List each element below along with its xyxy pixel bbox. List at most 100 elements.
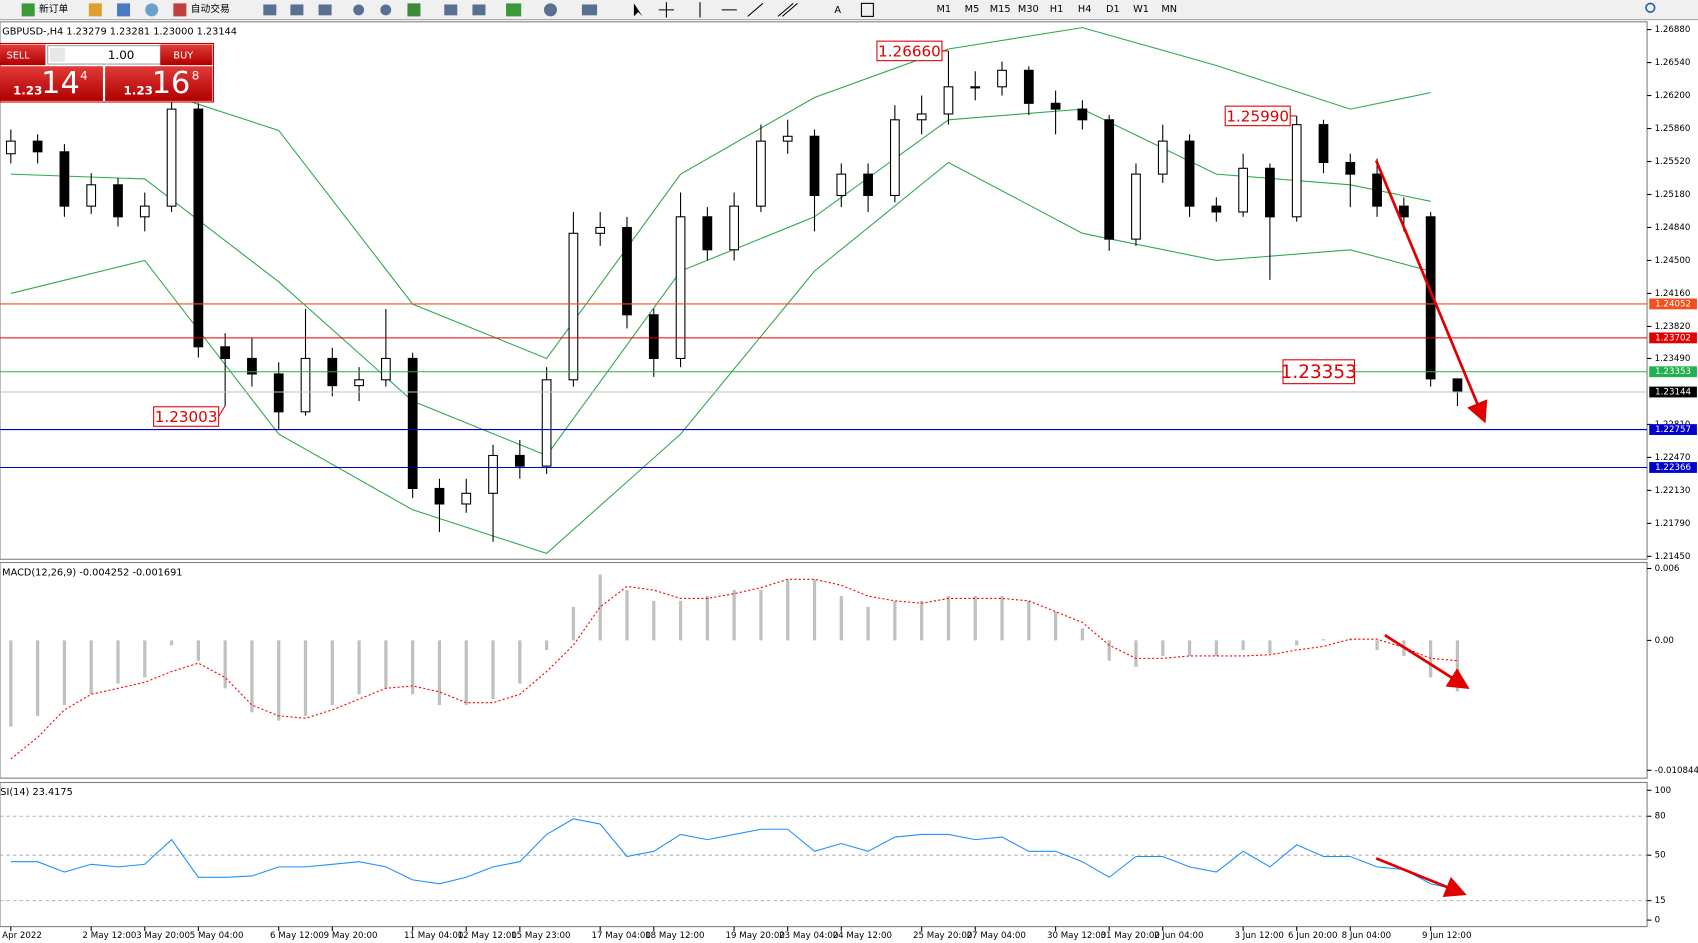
candle-body: [300, 357, 311, 413]
timeframe-button[interactable]: D1: [1106, 4, 1120, 15]
search-icon[interactable]: [1645, 2, 1656, 13]
price-panel: [0, 21, 1648, 560]
icon[interactable]: [290, 4, 304, 16]
x-tick-label: 8 Jun 04:00: [1342, 931, 1391, 941]
histogram-bar: [1027, 600, 1031, 641]
level-callout: [1282, 359, 1356, 385]
y-tick-label: 100: [1655, 786, 1672, 796]
y-tick-label: 1.23820: [1655, 322, 1691, 332]
icon[interactable]: [699, 2, 798, 18]
histogram-bar: [598, 574, 602, 641]
icon[interactable]: [581, 4, 598, 16]
buy-button[interactable]: [160, 44, 213, 66]
timeframe-button[interactable]: H1: [1050, 4, 1064, 15]
icon[interactable]: [407, 3, 421, 17]
timeframe-button[interactable]: M1: [937, 4, 952, 15]
auto-trade-icon[interactable]: [173, 3, 187, 17]
timeframe-button[interactable]: W1: [1133, 4, 1149, 15]
icon[interactable]: [506, 3, 522, 17]
timeframe-button[interactable]: M15: [990, 4, 1011, 15]
candle-body: [514, 454, 525, 467]
histogram-bar: [705, 596, 709, 641]
new-order-icon[interactable]: [21, 3, 35, 17]
candle-body: [1291, 124, 1302, 218]
plots: GBPUSD-,H4 1.23279 1.23281 1.23000 1.231…: [0, 25, 1698, 941]
candle-body: [702, 216, 713, 251]
histogram-bar: [330, 640, 334, 706]
candle-body: [193, 108, 204, 348]
timeframe-button[interactable]: M5: [965, 4, 980, 15]
x-tick-label: 30 May 12:00: [1047, 931, 1106, 941]
level-tag: [1649, 298, 1697, 310]
text-tool[interactable]: A: [834, 5, 841, 16]
candle-body: [1050, 102, 1061, 110]
timeframe-button[interactable]: MN: [1161, 4, 1177, 15]
icon[interactable]: [543, 3, 557, 17]
macd-panel: [0, 561, 1648, 779]
x-tick-label: 15 May 23:00: [511, 931, 570, 941]
sell-price-box[interactable]: [0, 66, 103, 101]
histogram-bar: [812, 579, 817, 641]
candle-body: [541, 379, 552, 467]
histogram-bar: [1375, 640, 1379, 650]
icon[interactable]: [472, 4, 486, 16]
icon[interactable]: [658, 2, 674, 18]
candle-body: [1211, 205, 1222, 213]
x-tick-label: 19 May 20:00: [725, 931, 784, 941]
lots-value[interactable]: 1.00: [108, 48, 135, 62]
candle-body: [354, 379, 364, 387]
buy-price-box[interactable]: [105, 66, 213, 101]
y-tick-label: 1.26540: [1655, 58, 1691, 68]
candle-body: [1452, 378, 1463, 393]
buy-price-pips: 16: [152, 66, 191, 101]
y-tick-label: 1.24840: [1655, 223, 1691, 233]
x-tick-label: 9 May 20:00: [324, 931, 378, 941]
timeframe-button[interactable]: H4: [1078, 4, 1092, 15]
candle-body: [1238, 167, 1249, 213]
histogram-bar: [1000, 596, 1004, 641]
icon[interactable]: [860, 2, 874, 17]
y-tick-label: 15: [1655, 896, 1666, 906]
rsi-arrow: [1375, 857, 1467, 897]
candle-body: [247, 357, 257, 375]
icon[interactable]: [263, 4, 277, 16]
annotation-label: 1.26660: [878, 42, 941, 60]
sell-button[interactable]: [0, 44, 46, 66]
x-tick-label: 6 May 12:00: [270, 931, 324, 941]
histogram-bar: [1348, 639, 1352, 641]
new-order-button[interactable]: 新订单: [39, 2, 68, 15]
candle-body: [809, 135, 820, 197]
annotation-box: [1224, 105, 1291, 127]
x-tick-label: 27 May 04:00: [967, 931, 1026, 941]
timeframe-button[interactable]: M30: [1018, 4, 1039, 15]
candle-body: [622, 226, 632, 316]
y-tick-label: 1.25520: [1655, 157, 1691, 167]
icon[interactable]: [353, 4, 365, 16]
sell-label[interactable]: SELL: [7, 50, 31, 61]
candle-body: [461, 492, 472, 505]
annotation-leader: [218, 405, 226, 417]
lots-spinner[interactable]: [49, 47, 66, 62]
icon[interactable]: [318, 4, 332, 16]
histogram-bar: [35, 640, 40, 716]
timeframes: M1 M5 M15 M30 H1 H4 D1 W1 MN: [937, 4, 1178, 15]
buy-label[interactable]: BUY: [173, 50, 193, 61]
histogram-bar: [1053, 611, 1058, 641]
y-tick-label: 1.25860: [1655, 124, 1691, 134]
level-tag-label: 1.24052: [1655, 299, 1691, 309]
icon[interactable]: [88, 3, 102, 17]
candle-body: [997, 69, 1007, 88]
candle-body: [1104, 119, 1115, 240]
candle-body: [1023, 69, 1034, 104]
sell-price-pips: 14: [41, 66, 80, 101]
candle-body: [273, 373, 284, 413]
y-tick-label: 50: [1655, 851, 1666, 861]
icon[interactable]: [117, 3, 131, 17]
icon[interactable]: [380, 4, 392, 16]
auto-trade-button[interactable]: 自动交易: [191, 2, 230, 15]
icon[interactable]: [145, 3, 159, 17]
histogram-bar: [1295, 640, 1299, 646]
icon[interactable]: [444, 4, 458, 16]
x-tick-label: Apr 2022: [2, 931, 42, 941]
